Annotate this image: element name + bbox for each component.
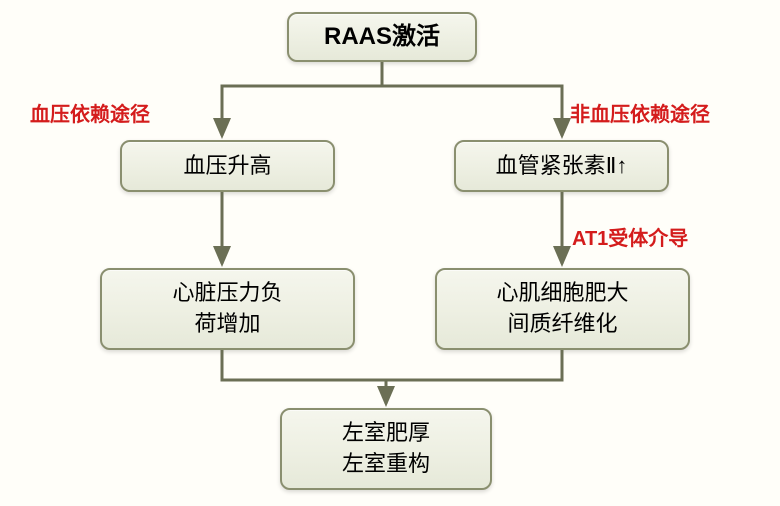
node-right1-text: 血管紧张素Ⅱ↑ <box>496 151 628 182</box>
node-right2-line1: 心肌细胞肥大 <box>496 278 628 309</box>
node-left1: 血压升高 <box>120 140 335 192</box>
label-right-pathway: 非血压依赖途径 <box>570 98 710 127</box>
label-left-pathway: 血压依赖途径 <box>30 98 150 127</box>
label-at1: AT1受体介导 <box>572 222 688 251</box>
node-left2-line2: 荷增加 <box>194 309 260 340</box>
node-left2: 心脏压力负 荷增加 <box>100 268 355 350</box>
node-final-line2: 左室重构 <box>342 449 430 480</box>
edge-root-left1 <box>222 62 382 136</box>
node-right1: 血管紧张素Ⅱ↑ <box>454 140 669 192</box>
node-final: 左室肥厚 左室重构 <box>280 408 492 490</box>
node-right2: 心肌细胞肥大 间质纤维化 <box>435 268 690 350</box>
node-right2-line2: 间质纤维化 <box>507 309 617 340</box>
edge-right2-final <box>386 350 562 380</box>
edge-left2-final <box>222 350 386 404</box>
node-final-line1: 左室肥厚 <box>342 418 430 449</box>
edge-root-right1 <box>382 62 562 136</box>
node-left2-line1: 心脏压力负 <box>172 278 282 309</box>
node-left1-text: 血压升高 <box>183 151 271 182</box>
node-root-text: RAAS激活 <box>324 20 440 54</box>
node-root: RAAS激活 <box>287 12 477 62</box>
